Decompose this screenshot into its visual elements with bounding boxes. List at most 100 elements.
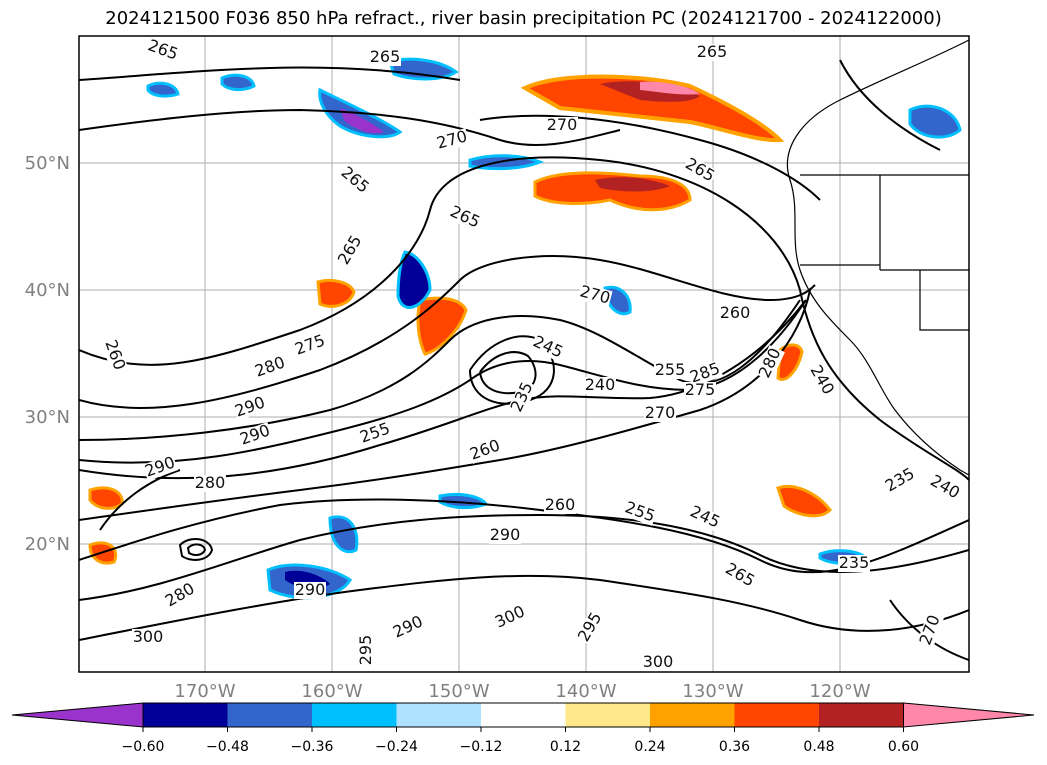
contour-line <box>79 513 969 601</box>
colorbar-segment <box>312 703 397 727</box>
contour-line <box>79 108 621 146</box>
colorbar-tick-label: −0.48 <box>206 739 249 755</box>
colorbar-tick-label: −0.24 <box>375 739 418 755</box>
contour-line <box>469 335 555 405</box>
contour-label-bg <box>719 305 751 322</box>
contour-line <box>79 498 969 574</box>
precip-anomaly-fill <box>88 57 962 600</box>
colorbar-tick-label: 0.24 <box>634 739 665 755</box>
contour-label-bg <box>252 354 289 381</box>
contour-label-bg <box>194 475 226 492</box>
contour-label-bg <box>467 437 504 464</box>
contour-label-bg <box>654 362 686 379</box>
contour-label-bg <box>335 232 366 269</box>
negative-anomaly-blob <box>396 250 432 309</box>
contour-label-bg <box>358 634 375 666</box>
longitude-label: 120°W <box>809 681 870 702</box>
contour-label-bg <box>390 612 427 642</box>
contour-label-bg <box>446 202 483 232</box>
colorbar-tick-label: 0.60 <box>888 739 919 755</box>
positive-anomaly-blob <box>88 486 124 510</box>
contour-label: 295 <box>356 635 375 666</box>
contour-label-layer: 265 265 2652652652652652702702702752802902… <box>101 36 963 671</box>
contour-label-bg <box>917 612 944 649</box>
colorbar-extend-max <box>903 702 1035 728</box>
negative-anomaly-blob <box>388 57 459 81</box>
colorbar-segment <box>227 703 312 727</box>
contour-line <box>79 574 969 641</box>
contour-label-bg <box>369 49 401 66</box>
contour-line <box>79 66 461 81</box>
contour-label-bg <box>507 379 537 416</box>
contour-label: 290 <box>490 525 521 544</box>
map-panel: 265 265 2652652652652652702702702752802902… <box>78 35 970 673</box>
negative-anomaly-blob <box>146 81 180 98</box>
contour-label-bg <box>142 454 179 481</box>
state-borders <box>800 174 969 331</box>
contour-label-bg <box>546 117 578 134</box>
contour-label: 275 <box>685 380 716 399</box>
contour-label-bg <box>544 497 576 514</box>
contour-label-bg <box>926 472 963 503</box>
contour-label-bg <box>237 422 274 449</box>
colorbar: −0.60 −0.48 −0.36 −0.24 −0.12 0.12 0.24 0.36 0.4… <box>11 702 1035 755</box>
contour-label: 255 <box>655 360 686 379</box>
contour-label-bg <box>529 332 566 362</box>
contour-label-bg <box>838 555 870 572</box>
longitude-label: 130°W <box>682 681 743 702</box>
latitude-label: 40°N <box>25 280 70 301</box>
contour-label-bg <box>489 527 521 544</box>
colorbar-segment <box>565 703 650 727</box>
positive-anomaly-peak <box>640 81 700 95</box>
contour-label: 260 <box>545 495 576 514</box>
contour-label-bg <box>644 405 676 422</box>
negative-anomaly-core <box>340 108 384 134</box>
map-frame <box>78 35 970 673</box>
contour-label-bg <box>577 283 613 308</box>
contour-label-bg <box>642 654 674 671</box>
colorbar-segment <box>819 703 904 727</box>
colorbar-tick-label: 0.12 <box>550 739 581 755</box>
positive-anomaly-blob <box>416 296 468 356</box>
contour-label-bg <box>336 163 373 198</box>
colorbar-tick-label: −0.60 <box>122 739 165 755</box>
longitude-label: 160°W <box>301 681 362 702</box>
colorbar-tick-label: −0.12 <box>460 739 503 755</box>
positive-anomaly-core <box>595 177 670 192</box>
contour-label-bg <box>492 602 529 632</box>
colorbar-extend-min <box>11 702 144 728</box>
colorbar-segment <box>143 703 228 727</box>
contour-line <box>479 114 821 201</box>
contour-line <box>99 469 181 531</box>
contour-label: 270 <box>645 403 676 422</box>
positive-anomaly-core <box>600 81 700 102</box>
contour-line <box>186 543 207 556</box>
negative-anomaly-blob <box>908 104 962 139</box>
contour-label: 270 <box>547 115 578 134</box>
contour-label-bg <box>101 337 128 374</box>
contour-line <box>479 351 537 395</box>
contour-label: 300 <box>133 627 164 646</box>
contour-label-bg <box>584 377 616 394</box>
contour-label-bg <box>621 499 658 526</box>
colorbar-tick-label: −0.36 <box>291 739 334 755</box>
map-title: 2024121500 F036 850 hPa refract., river … <box>105 8 942 29</box>
contour-label-bg <box>696 44 728 61</box>
contour-label-bg <box>162 580 199 611</box>
north-america-coast <box>786 39 969 476</box>
contour-label: 235 <box>839 553 870 572</box>
contour-label: 280 <box>195 473 226 492</box>
contour-label-bg <box>721 560 758 591</box>
contour-label-bg <box>294 582 326 599</box>
colorbar-segment <box>734 703 819 727</box>
contour-label: 260 <box>720 303 751 322</box>
latitude-axis: 50°N 40°N 30°N 20°N <box>25 153 70 555</box>
latitude-label: 20°N <box>25 534 70 555</box>
contour-label-bg <box>357 420 394 447</box>
contour-label-bg <box>132 629 164 646</box>
contour-label-bg <box>684 382 716 399</box>
longitude-label: 170°W <box>174 681 235 702</box>
colorbar-segment <box>650 703 735 727</box>
negative-anomaly-blob <box>220 73 256 92</box>
colorbar-segment <box>481 703 566 727</box>
